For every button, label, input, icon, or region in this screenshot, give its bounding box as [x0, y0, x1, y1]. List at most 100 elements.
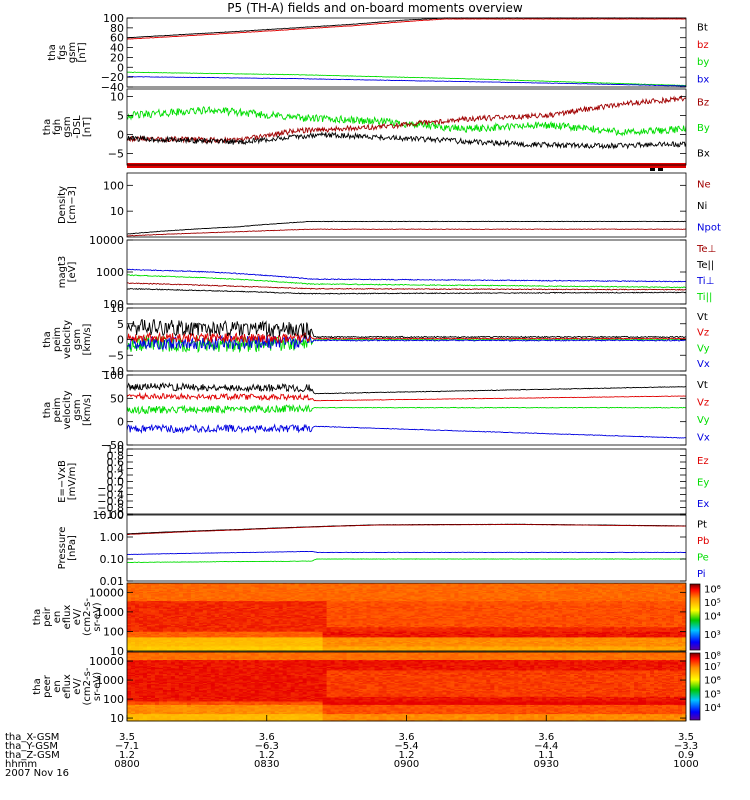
spectrogram-cell [134, 624, 140, 627]
spectrogram-cell [294, 643, 300, 645]
spectrogram-cell [422, 639, 427, 642]
spectrogram-cell [262, 590, 268, 593]
spectrogram-cell [430, 637, 435, 640]
spectrogram-cell [378, 646, 384, 649]
spectrogram-cell [350, 648, 356, 651]
y-axis-label-line: [mV/m] [67, 463, 78, 501]
spectrogram-cell [178, 624, 184, 627]
spectrogram-cell [398, 601, 403, 603]
spectrogram-cell [158, 630, 164, 633]
spectrogram-cell [134, 592, 140, 594]
spectrogram-cell [214, 645, 220, 647]
spectrogram-cell [270, 617, 276, 619]
spectrogram-cell [154, 626, 160, 628]
spectrogram-cell [330, 621, 336, 624]
spectrogram-cell [370, 601, 376, 603]
spectrogram-cell [358, 627, 364, 629]
spectrogram-cell [146, 641, 152, 644]
spectrogram-cell [214, 590, 220, 593]
spectrogram-cell [338, 627, 344, 629]
spectrogram-cell [346, 628, 352, 630]
spectrogram-cell [350, 604, 356, 607]
y-tick-label: −0.6 [97, 495, 124, 508]
spectrogram-cell [146, 627, 152, 629]
spectrogram-cell [206, 594, 212, 596]
spectrogram-cell [418, 596, 423, 599]
spectrogram-cell [238, 587, 244, 590]
spectrogram-cell [202, 589, 208, 592]
spectrogram-cell [426, 639, 431, 642]
spectrogram-cell [254, 641, 260, 644]
spectrogram-cell [150, 602, 156, 604]
spectrogram-cell [190, 647, 196, 650]
spectrogram-cell [154, 615, 160, 618]
spectrogram-cell [282, 609, 288, 611]
spectrogram-cell [238, 588, 244, 591]
spectrogram-cell [262, 609, 268, 611]
spectrogram-cell [242, 641, 248, 644]
spectrogram-cell [346, 598, 352, 601]
spectrogram-cell [138, 600, 144, 602]
spectrogram-cell [162, 644, 168, 646]
spectrogram-cell [190, 603, 196, 606]
spectrogram-cell [182, 644, 188, 646]
spectrogram-cell [330, 592, 336, 594]
spectrogram-cell [430, 636, 435, 638]
spectrogram-cell [290, 596, 296, 599]
spectrogram-cell [278, 629, 284, 632]
spectrogram-cell [134, 626, 140, 628]
spectrogram-cell [390, 613, 396, 616]
spectrogram-cell [350, 627, 356, 629]
spectrogram-cell [314, 606, 320, 609]
spectrogram-cell [298, 602, 304, 604]
spectrogram-cell [154, 604, 160, 607]
spectrogram-cell [398, 583, 403, 585]
spectrogram-cell [350, 594, 356, 596]
spectrogram-cell [158, 600, 164, 602]
spectrogram-cell [394, 639, 400, 642]
spectrogram-cell [202, 634, 208, 636]
spectrogram-cell [162, 596, 168, 599]
spectrogram-cell [166, 609, 172, 611]
spectrogram-cell [254, 588, 260, 591]
spectrogram-cell [270, 623, 276, 626]
spectrogram-cell [154, 588, 160, 591]
spectrogram-cell [146, 636, 152, 638]
spectrogram-cell [434, 597, 439, 600]
spectrogram-cell [398, 600, 403, 602]
spectrogram-cell [142, 627, 148, 629]
spectrogram-cell [262, 626, 268, 628]
spectrogram-cell [434, 634, 439, 636]
spectrogram-cell [334, 636, 340, 638]
spectrogram-cell [338, 631, 344, 634]
spectrogram-cell [358, 618, 364, 620]
spectrogram-cell [350, 596, 356, 599]
spectrogram-cell [358, 622, 364, 625]
spectrogram-cell [406, 635, 411, 637]
spectrogram-cell [438, 623, 443, 626]
spectrogram-cell [306, 606, 312, 609]
spectrogram-cell [278, 614, 284, 617]
spectrogram-cell [174, 644, 180, 646]
spectrogram-cell [194, 622, 200, 625]
spectrogram-cell [394, 600, 400, 602]
spectrogram-cell [374, 592, 380, 594]
spectrogram-cell [322, 583, 328, 585]
spectrogram-cell [250, 629, 256, 632]
spectrogram-cell [406, 586, 411, 589]
spectrogram-cell [234, 611, 240, 613]
spectrogram-cell [354, 635, 360, 637]
spectrogram-cell [166, 586, 172, 589]
spectrogram-cell [150, 626, 156, 628]
spectrogram-cell [318, 586, 324, 589]
spectrogram-cell [346, 592, 352, 594]
spectrogram-cell [250, 589, 256, 592]
spectrogram-cell [342, 611, 348, 613]
spectrogram-cell [290, 584, 296, 586]
spectrogram-cell [406, 614, 411, 617]
spectrogram-cell [286, 610, 292, 612]
spectrogram-cell [162, 587, 168, 590]
spectrogram-cell [334, 609, 340, 611]
spectrogram-cell [198, 636, 204, 638]
spectrogram-cell [410, 635, 415, 637]
